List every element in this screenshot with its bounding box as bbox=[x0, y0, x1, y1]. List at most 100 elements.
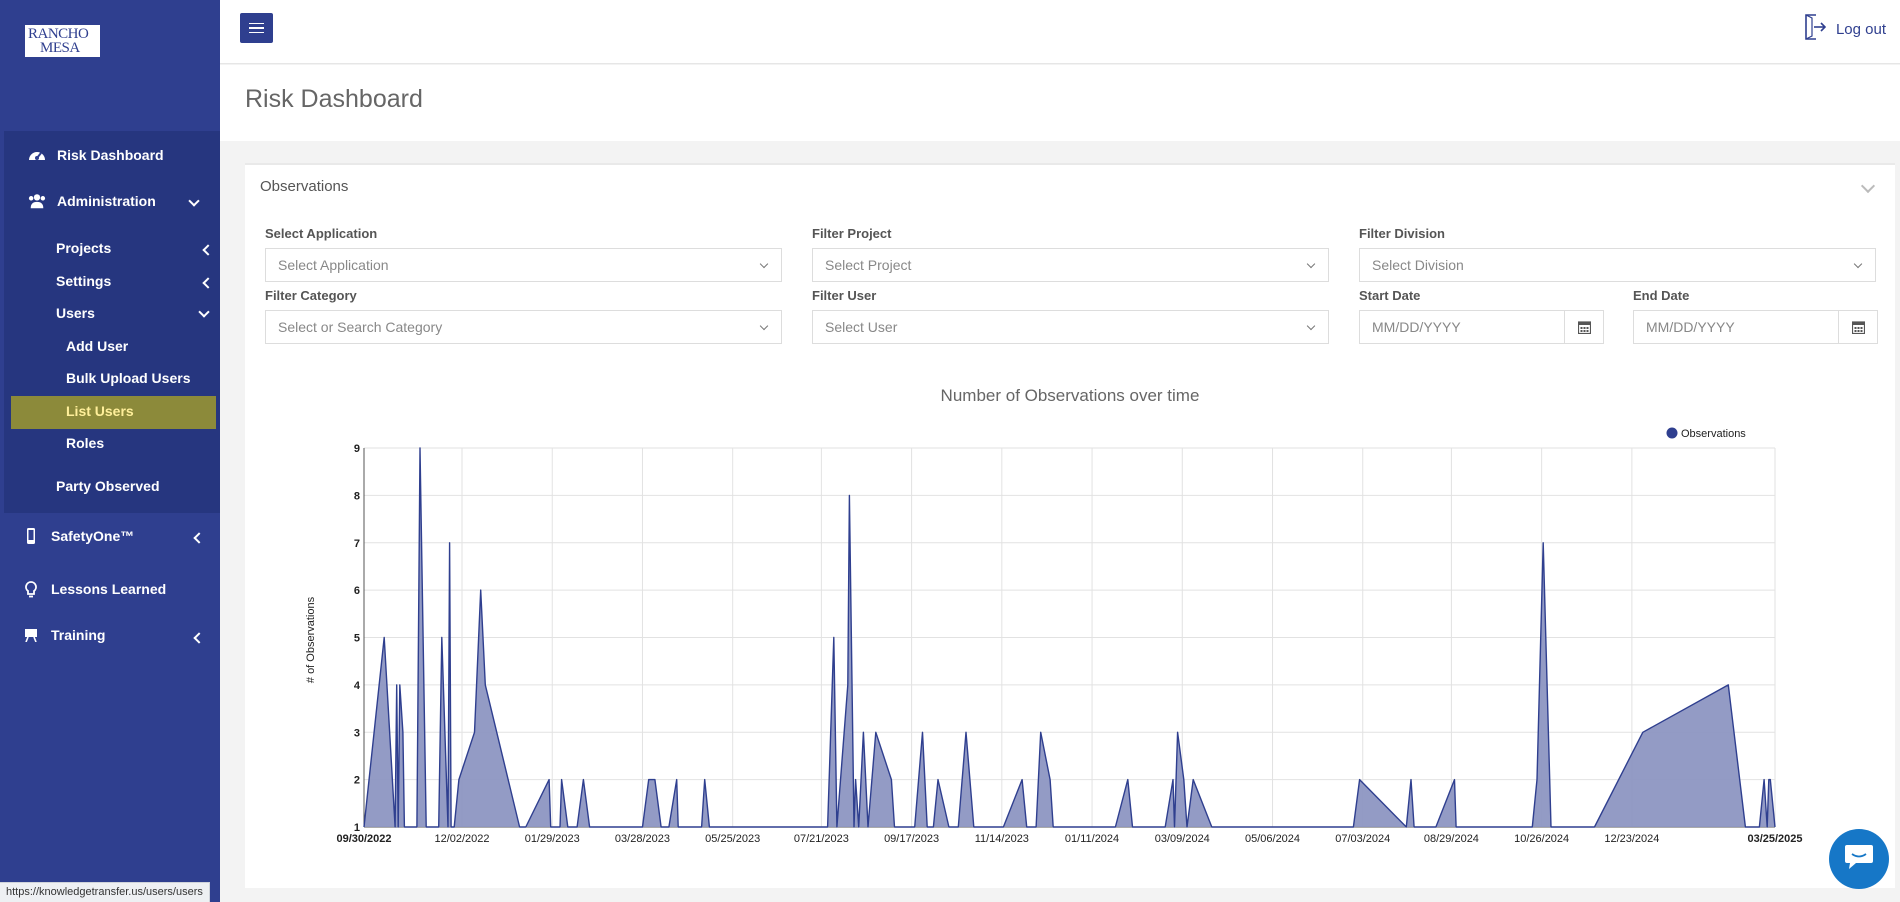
y-tick-label: 5 bbox=[354, 633, 360, 645]
sidebar-item-label: Administration bbox=[57, 193, 156, 209]
x-tick-label: 07/03/2024 bbox=[1335, 833, 1390, 845]
sidebar-item-training[interactable]: Training bbox=[22, 622, 105, 648]
sidebar-item-settings[interactable]: Settings bbox=[56, 268, 111, 294]
sidebar-item-label: Roles bbox=[66, 435, 105, 451]
sidebar-item-label: Bulk Upload Users bbox=[66, 370, 191, 386]
y-tick-label: 3 bbox=[354, 727, 360, 739]
y-axis-label: # of Observations bbox=[305, 596, 317, 683]
top-header: Log out bbox=[220, 0, 1900, 64]
y-tick-label: 4 bbox=[354, 680, 361, 692]
end-date-input[interactable]: MM/DD/YYYY bbox=[1633, 310, 1878, 344]
rancho-mesa-logo[interactable]: RANCHO MESA bbox=[25, 25, 100, 57]
sidebar-item-label: Training bbox=[51, 627, 106, 643]
x-tick-label: 10/26/2024 bbox=[1514, 833, 1569, 845]
sidebar-item-safetyone[interactable]: SafetyOne™ bbox=[22, 523, 134, 549]
menu-bar bbox=[249, 22, 264, 25]
end-date-placeholder: MM/DD/YYYY bbox=[1646, 319, 1735, 335]
sidebar-item-risk-dashboard[interactable]: Risk Dashboard bbox=[28, 142, 164, 168]
chevron-left-icon[interactable] bbox=[193, 532, 205, 544]
easel-icon bbox=[22, 626, 40, 644]
x-tick-label: 01/11/2024 bbox=[1065, 833, 1119, 845]
x-tick-label: 11/14/2023 bbox=[975, 833, 1029, 845]
x-tick-label: 03/25/2025 bbox=[1747, 833, 1802, 845]
project-filter-label: Filter Project bbox=[812, 226, 892, 241]
card-title: Observations bbox=[260, 178, 349, 195]
project-select-placeholder: Select Project bbox=[825, 257, 912, 273]
user-select[interactable]: Select User bbox=[812, 310, 1329, 344]
menu-bar bbox=[249, 31, 264, 34]
y-tick-label: 1 bbox=[354, 822, 360, 834]
x-tick-label: 07/21/2023 bbox=[794, 833, 849, 845]
sidebar-item-list-users[interactable]: List Users bbox=[66, 398, 134, 424]
hamburger-menu-button[interactable] bbox=[240, 13, 273, 43]
y-tick-label: 2 bbox=[354, 775, 360, 787]
x-tick-label: 01/29/2023 bbox=[525, 833, 580, 845]
y-tick-label: 8 bbox=[354, 490, 360, 502]
category-filter-label: Filter Category bbox=[265, 288, 357, 303]
logout-button[interactable]: Log out bbox=[1804, 14, 1886, 44]
sidebar-item-lessons-learned[interactable]: Lessons Learned bbox=[22, 576, 166, 602]
sidebar-item-label: Lessons Learned bbox=[51, 581, 167, 597]
x-tick-label: 08/29/2024 bbox=[1424, 833, 1479, 845]
sidebar-item-label: Settings bbox=[56, 273, 112, 289]
division-filter-label: Filter Division bbox=[1359, 226, 1445, 241]
sidebar-item-label: List Users bbox=[66, 403, 134, 419]
start-date-label: Start Date bbox=[1359, 288, 1421, 303]
sidebar-item-label: Party Observed bbox=[56, 478, 160, 494]
active-item-highlight bbox=[11, 396, 216, 429]
sidebar-item-administration[interactable]: Administration bbox=[28, 188, 156, 214]
sidebar: RANCHO MESA Risk Dashboard Administratio… bbox=[0, 0, 220, 902]
sidebar-item-add-user[interactable]: Add User bbox=[66, 333, 128, 359]
chevron-left-icon[interactable] bbox=[193, 632, 205, 644]
y-tick-label: 9 bbox=[354, 443, 360, 455]
application-select-placeholder: Select Application bbox=[278, 257, 389, 273]
legend-label: Observations bbox=[1681, 428, 1746, 440]
x-tick-label: 12/02/2022 bbox=[434, 833, 489, 845]
logo-line-2: MESA bbox=[40, 40, 80, 56]
end-date-label: End Date bbox=[1633, 288, 1690, 303]
observations-card: Observations Select Application Select A… bbox=[245, 163, 1895, 888]
sidebar-item-label: Add User bbox=[66, 338, 129, 354]
x-tick-label: 05/25/2023 bbox=[705, 833, 760, 845]
sidebar-item-bulk-upload-users[interactable]: Bulk Upload Users bbox=[66, 365, 190, 391]
series-line bbox=[363, 447, 1776, 828]
start-date-input[interactable]: MM/DD/YYYY bbox=[1359, 310, 1604, 344]
dashboard-gauge-icon bbox=[28, 146, 46, 164]
x-tick-label: 09/30/2022 bbox=[336, 833, 391, 845]
chart-title: Number of Observations over time bbox=[940, 386, 1200, 405]
x-tick-label: 09/17/2023 bbox=[884, 833, 939, 845]
start-date-placeholder: MM/DD/YYYY bbox=[1372, 319, 1461, 335]
users-group-icon bbox=[28, 192, 46, 210]
admin-nav-panel bbox=[4, 131, 220, 513]
sidebar-item-roles[interactable]: Roles bbox=[66, 430, 104, 456]
lightbulb-icon bbox=[22, 580, 40, 598]
sidebar-item-projects[interactable]: Projects bbox=[56, 235, 111, 261]
sidebar-item-party-observed[interactable]: Party Observed bbox=[56, 473, 160, 499]
logout-icon bbox=[1804, 14, 1827, 44]
page-title: Risk Dashboard bbox=[245, 85, 423, 113]
legend-marker bbox=[1666, 427, 1678, 439]
y-tick-label: 6 bbox=[354, 585, 360, 597]
calendar-icon[interactable] bbox=[1564, 311, 1603, 343]
division-select[interactable]: Select Division bbox=[1359, 248, 1876, 282]
series-area bbox=[364, 448, 1775, 827]
menu-bar bbox=[249, 27, 264, 29]
mobile-phone-icon bbox=[22, 527, 40, 545]
category-select[interactable]: Select or Search Category bbox=[265, 310, 782, 344]
x-tick-label: 12/23/2024 bbox=[1604, 833, 1659, 845]
project-select[interactable]: Select Project bbox=[812, 248, 1329, 282]
sidebar-item-label: SafetyOne™ bbox=[51, 528, 135, 544]
chat-widget-button[interactable] bbox=[1829, 829, 1889, 889]
status-bar-url: https://knowledgetransfer.us/users/users bbox=[0, 882, 210, 902]
logout-label: Log out bbox=[1835, 20, 1886, 38]
sidebar-item-label: Projects bbox=[56, 240, 112, 256]
x-tick-label: 03/28/2023 bbox=[615, 833, 670, 845]
category-select-placeholder: Select or Search Category bbox=[278, 319, 443, 335]
y-tick-label: 7 bbox=[354, 538, 360, 550]
calendar-icon[interactable] bbox=[1838, 311, 1877, 343]
observations-chart: 1 2 3 4 5 6 7 8 9 09/30/2022 12/02/2022 01/29/2023… bbox=[305, 427, 1803, 845]
application-select[interactable]: Select Application bbox=[265, 248, 782, 282]
user-filter-label: Filter User bbox=[812, 288, 877, 303]
sidebar-item-users[interactable]: Users bbox=[56, 300, 95, 326]
division-select-placeholder: Select Division bbox=[1372, 257, 1464, 273]
